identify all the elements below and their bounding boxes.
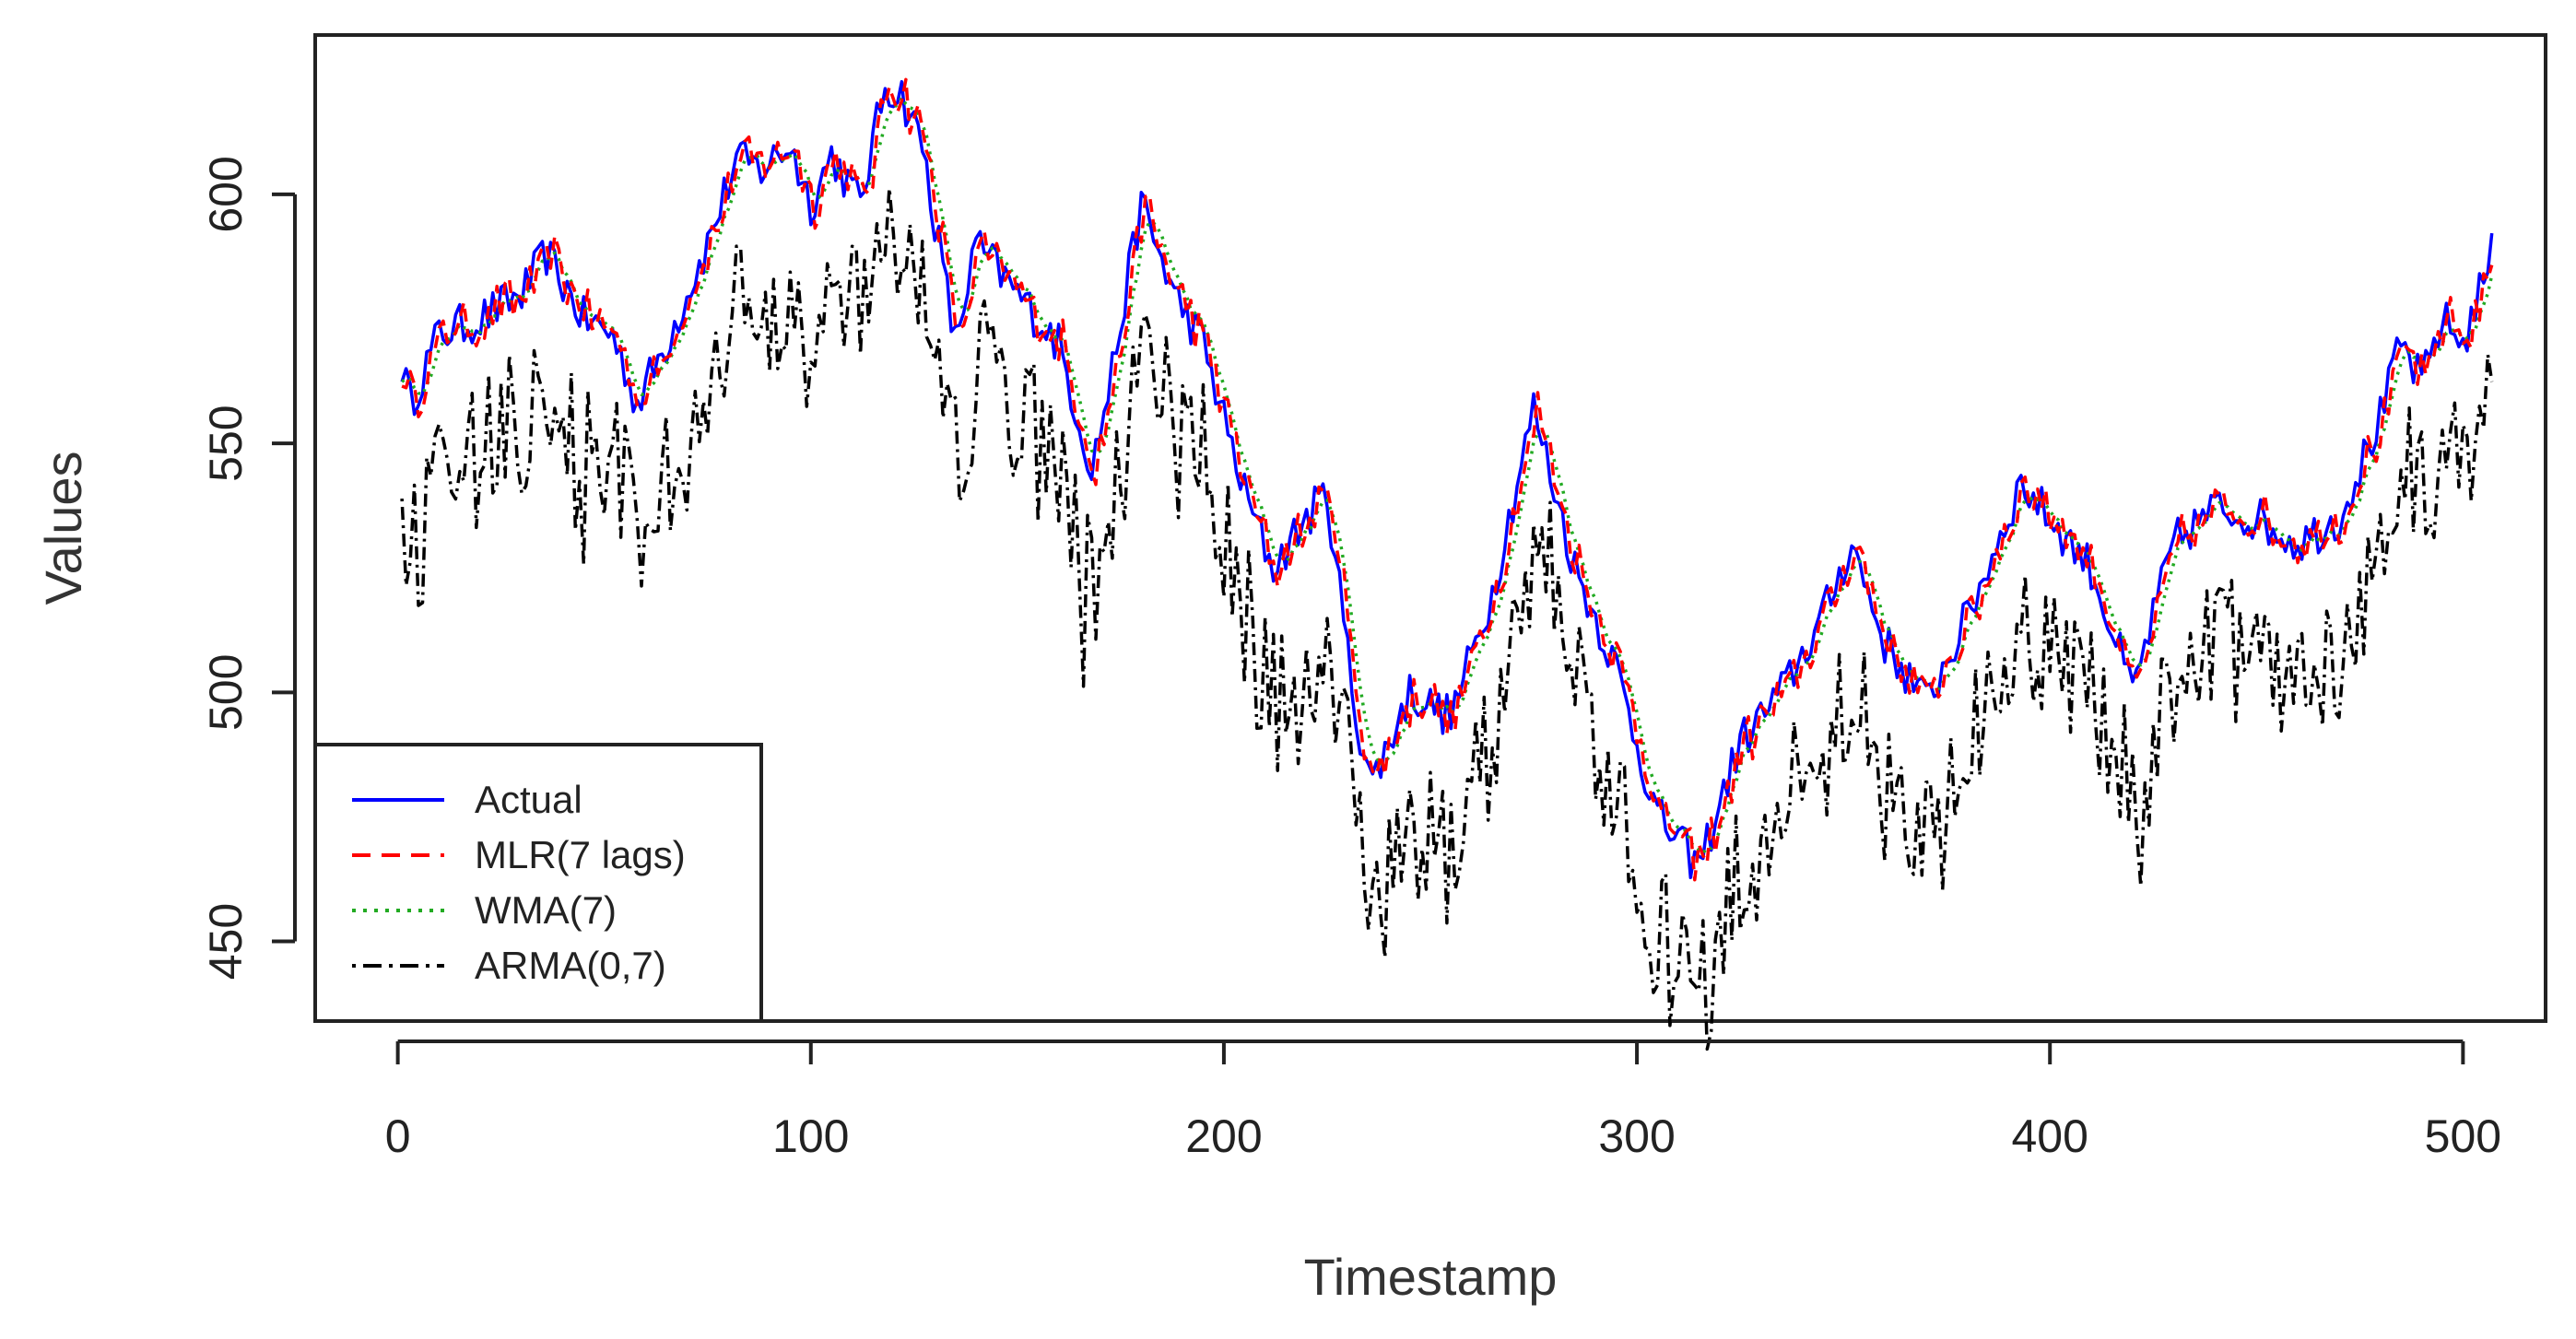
- legend: Actual MLR(7 lags) WMA(7) ARMA(0,7): [313, 743, 763, 1023]
- x-axis-title: Timestamp: [1304, 1248, 1558, 1306]
- series-layer: [400, 77, 2494, 1051]
- series-line-actual: [400, 79, 2494, 880]
- x-tick-label: 300: [1598, 1110, 1675, 1162]
- series-line-wma: [401, 96, 2494, 855]
- legend-label-actual: Actual: [475, 778, 582, 821]
- plot-area-border: [313, 33, 2547, 1023]
- series-line-arma: [400, 186, 2494, 1051]
- x-tick-label: 100: [772, 1110, 849, 1162]
- legend-label-mlr: MLR(7 lags): [475, 833, 686, 876]
- y-tick-label: 500: [200, 654, 252, 731]
- x-tick-label: 400: [2012, 1110, 2088, 1162]
- legend-label-wma: WMA(7): [475, 888, 617, 932]
- legend-box: [313, 743, 763, 1023]
- y-tick-label: 550: [200, 405, 252, 481]
- y-tick-label: 600: [200, 156, 252, 232]
- x-tick-label: 0: [385, 1110, 411, 1162]
- axes-layer: 0 100 200 300 400 500 450 500 550 600: [200, 156, 2501, 1162]
- x-tick-label: 200: [1185, 1110, 1262, 1162]
- y-tick-label: 450: [200, 903, 252, 980]
- x-tick-label: 500: [2425, 1110, 2501, 1162]
- y-axis-title: Values: [34, 451, 92, 605]
- legend-label-arma: ARMA(0,7): [475, 944, 666, 987]
